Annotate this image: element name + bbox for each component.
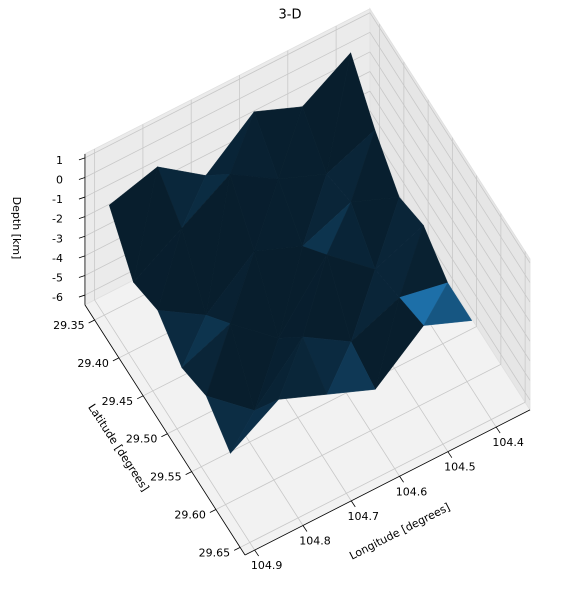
y-tick bbox=[112, 357, 120, 362]
y-axis-line bbox=[84, 304, 246, 556]
x-tick-label: 104.9 bbox=[251, 559, 283, 572]
z-tick bbox=[78, 294, 86, 298]
grid-line bbox=[369, 71, 531, 322]
surface-facet bbox=[375, 297, 424, 390]
x-tick-label: 104.4 bbox=[492, 436, 524, 449]
y-tick-label: 29.55 bbox=[150, 471, 182, 484]
y-tick-label: 29.60 bbox=[174, 509, 206, 522]
grid-line bbox=[239, 401, 526, 548]
x-tick-label: 104.5 bbox=[444, 461, 476, 474]
z-tick bbox=[78, 255, 86, 259]
z-tick-label: -1 bbox=[52, 193, 63, 206]
y-tick-label: 29.35 bbox=[53, 319, 85, 332]
grid-line bbox=[369, 12, 531, 264]
y-tick bbox=[209, 509, 217, 513]
grid-line bbox=[369, 130, 531, 381]
side-pane bbox=[369, 7, 531, 412]
y-tick bbox=[88, 319, 95, 324]
grid-line bbox=[369, 110, 531, 362]
grid-line bbox=[84, 51, 371, 198]
z-axis-label: Depth [km] bbox=[10, 197, 23, 260]
chart-title: 3-D bbox=[279, 8, 302, 23]
z-tick-label: 0 bbox=[56, 173, 63, 186]
z-tick bbox=[78, 196, 86, 200]
z-tick bbox=[78, 275, 86, 278]
surface-facet bbox=[278, 336, 328, 400]
grid-line bbox=[369, 90, 531, 342]
grid-line bbox=[369, 32, 531, 283]
grid-line bbox=[369, 51, 531, 303]
z-tick-label: -2 bbox=[52, 213, 63, 226]
x-tick bbox=[302, 525, 308, 532]
z-tick bbox=[78, 177, 86, 180]
x-tick bbox=[350, 500, 356, 508]
x-tick-label: 104.8 bbox=[299, 534, 331, 547]
x-tick-label: 104.7 bbox=[348, 510, 380, 523]
z-tick-label: -6 bbox=[52, 291, 63, 304]
y-tick bbox=[233, 547, 241, 551]
grid-line bbox=[84, 31, 371, 178]
y-tick-label: 29.40 bbox=[77, 357, 109, 370]
grid-line bbox=[215, 364, 502, 510]
x-tick bbox=[254, 549, 259, 557]
x-tick bbox=[399, 476, 404, 483]
z-tick-label: -4 bbox=[52, 252, 63, 265]
z-tick bbox=[78, 216, 86, 220]
z-tick-label: -3 bbox=[52, 232, 63, 245]
x-axis-line bbox=[244, 409, 531, 556]
surface-facet bbox=[230, 399, 279, 454]
y-tick bbox=[136, 395, 144, 400]
x-tick-label: 104.6 bbox=[396, 485, 428, 498]
grid-line bbox=[94, 299, 255, 551]
surface-facet bbox=[423, 282, 473, 326]
y-tick-label: 29.50 bbox=[126, 433, 158, 446]
y-tick bbox=[185, 471, 192, 475]
y-axis-label: Latitude [degrees] bbox=[85, 402, 151, 494]
z-tick-label: -5 bbox=[52, 271, 63, 284]
x-tick bbox=[447, 451, 453, 458]
grid-line bbox=[84, 12, 371, 159]
z-tick bbox=[78, 157, 86, 161]
y-tick-label: 29.65 bbox=[199, 546, 231, 559]
z-tick-label: 1 bbox=[56, 154, 63, 167]
y-tick bbox=[161, 433, 168, 438]
surface-facet bbox=[326, 341, 376, 395]
z-tick bbox=[78, 235, 86, 239]
x-tick bbox=[495, 426, 501, 434]
y-tick-label: 29.45 bbox=[102, 395, 134, 408]
grid-line bbox=[191, 326, 477, 472]
